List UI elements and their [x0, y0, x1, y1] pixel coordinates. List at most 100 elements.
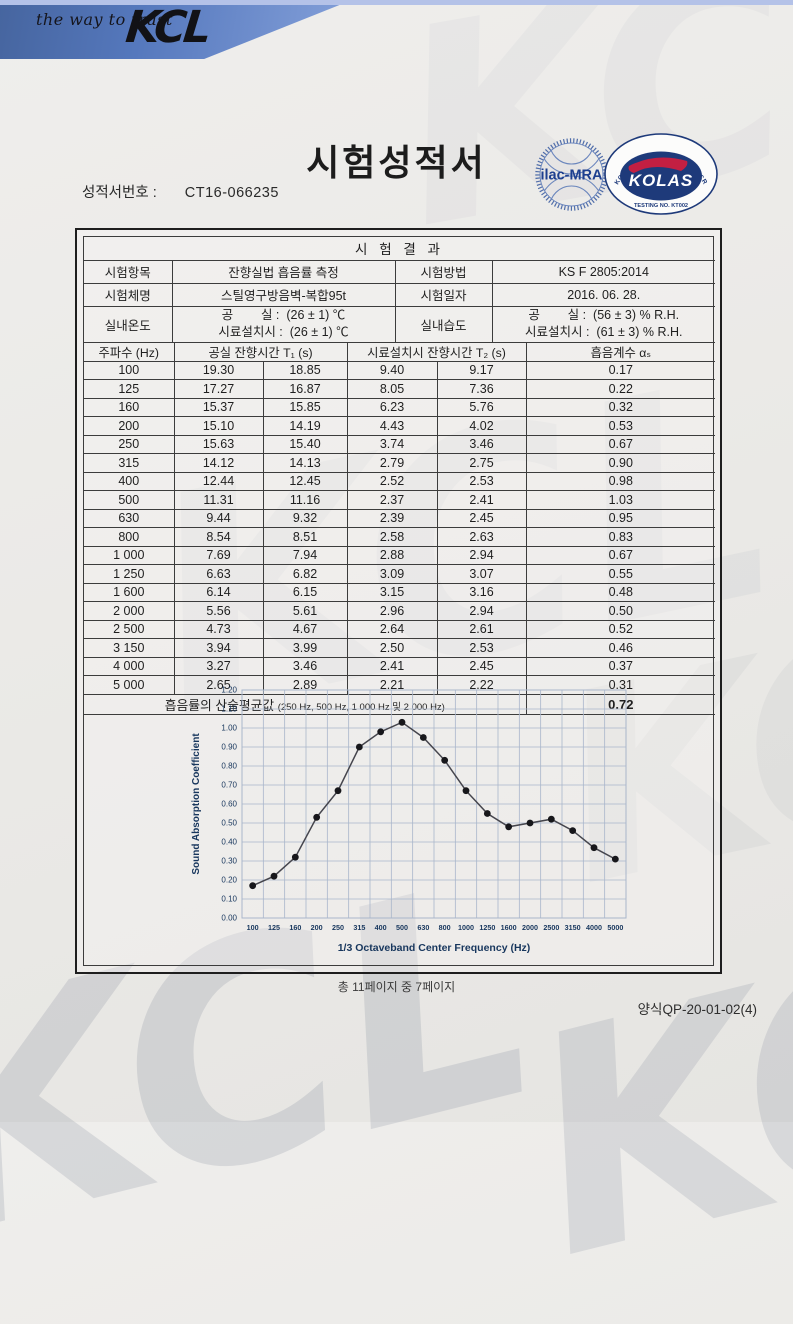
table-cell: 18.85 [262, 361, 348, 380]
table-cell: 2.94 [436, 545, 527, 565]
results-inner-frame: 시 험 결 과 시험항목 잔향실법 흡음률 측정 시험방법 KS F 2805:… [83, 236, 716, 966]
table-row: 2 500 4.73 4.67 2.64 2.61 0.52 [84, 619, 716, 639]
table-cell: 9.40 [346, 361, 438, 380]
test-item-label: 시험항목 [84, 259, 173, 284]
table-cell: 2 500 [84, 619, 175, 639]
table-cell: 500 [84, 490, 175, 510]
table-cell: 3.07 [436, 564, 527, 584]
table-cell: 2.63 [436, 527, 527, 547]
page-title: 시험성적서 [306, 142, 487, 183]
table-cell: 3.99 [262, 638, 348, 658]
svg-text:0.00: 0.00 [221, 914, 237, 923]
table-cell: 9.32 [262, 508, 348, 528]
table-cell: 200 [84, 416, 175, 436]
table-cell: 100 [84, 361, 175, 380]
table-cell: 15.40 [262, 434, 348, 454]
table-cell: 315 [84, 453, 175, 473]
test-info-table: 시 험 결 과 시험항목 잔향실법 흡음률 측정 시험방법 KS F 2805:… [84, 237, 715, 343]
table-cell: 3.09 [346, 564, 438, 584]
table-cell: 4.73 [173, 619, 264, 639]
table-row: 3 150 3.94 3.99 2.50 2.53 0.46 [84, 638, 716, 658]
col-alpha: 흡음계수 αₛ [525, 342, 716, 362]
table-cell: 0.46 [525, 638, 716, 658]
table-row: 1 000 7.69 7.94 2.88 2.94 0.67 [84, 545, 716, 565]
table-cell: 0.32 [525, 397, 716, 417]
table-cell: 17.27 [173, 379, 264, 399]
svg-text:400: 400 [375, 923, 387, 932]
room-temp-label: 실내온도 [84, 305, 173, 343]
table-cell: 2.88 [346, 545, 438, 565]
svg-text:0.20: 0.20 [221, 876, 237, 885]
specimen-value: 스틸영구방음벽-복합95t [171, 282, 396, 307]
table-cell: 2.50 [346, 638, 438, 658]
svg-text:1/3 Octaveband Center Frequenc: 1/3 Octaveband Center Frequency (Hz) [338, 942, 531, 954]
table-row: 800 8.54 8.51 2.58 2.63 0.83 [84, 527, 716, 547]
svg-text:315: 315 [353, 923, 365, 932]
table-cell: 5.56 [173, 601, 264, 621]
table-cell: 2.61 [436, 619, 527, 639]
svg-text:800: 800 [439, 923, 451, 932]
table-cell: 125 [84, 379, 175, 399]
table-cell: 16.87 [262, 379, 348, 399]
table-cell: 6.23 [346, 397, 438, 417]
room-temp-value: 공 실 : (26 ± 1) ℃ 시료설치시 : (26 ± 1) ℃ [171, 305, 396, 343]
table-cell: 800 [84, 527, 175, 547]
table-cell: 5.61 [262, 601, 348, 621]
table-cell: 2.75 [436, 453, 527, 473]
table-cell: 2.94 [436, 601, 527, 621]
table-cell: 0.50 [525, 601, 716, 621]
ilac-mra-stamp-icon: ilac-MRA [535, 138, 608, 211]
table-cell: 2.53 [436, 638, 527, 658]
kolas-stamp-icon: KOREA LABORATORY ACCREDITATION SCHEME KO… [601, 130, 718, 215]
results-outer-frame: 시 험 결 과 시험항목 잔향실법 흡음률 측정 시험방법 KS F 2805:… [75, 228, 722, 974]
table-cell: 0.95 [525, 508, 716, 528]
page-count-text: 총 11페이지 중 7페이지 [337, 980, 456, 994]
report-number-label: 성적서번호 : [82, 185, 157, 201]
table-cell: 6.14 [173, 582, 264, 602]
table-cell: 0.52 [525, 619, 716, 639]
svg-text:0.30: 0.30 [221, 857, 237, 866]
table-row: 400 12.44 12.45 2.52 2.53 0.98 [84, 471, 716, 491]
table-cell: 15.10 [173, 416, 264, 436]
table-cell: 15.63 [173, 434, 264, 454]
form-code-text: 양식QP-20-01-02(4) [637, 1002, 757, 1017]
table-row: 315 14.12 14.13 2.79 2.75 0.90 [84, 453, 716, 473]
svg-text:0.90: 0.90 [221, 743, 237, 752]
table-cell: 3.16 [436, 582, 527, 602]
table-row: 630 9.44 9.32 2.39 2.45 0.95 [84, 508, 716, 528]
table-cell: 9.17 [436, 361, 527, 380]
table-cell: 12.45 [262, 471, 348, 491]
table-cell: 7.94 [262, 545, 348, 565]
table-row: 1 250 6.63 6.82 3.09 3.07 0.55 [84, 564, 716, 584]
measurement-table: 주파수 (Hz) 공실 잔향시간 T₁ (s) 시료설치시 잔향시간 T₂ (s… [84, 342, 716, 715]
table-cell: 3.15 [346, 582, 438, 602]
svg-text:250: 250 [332, 923, 344, 932]
table-cell: 2 000 [84, 601, 175, 621]
table-cell: 630 [84, 508, 175, 528]
table-cell: 2.58 [346, 527, 438, 547]
table-cell: 4.67 [262, 619, 348, 639]
table-cell: 0.55 [525, 564, 716, 584]
room-humidity-label: 실내습도 [394, 305, 493, 343]
svg-text:2000: 2000 [522, 923, 538, 932]
table-row: 200 15.10 14.19 4.43 4.02 0.53 [84, 416, 716, 436]
table-cell: 2.45 [436, 656, 527, 676]
table-cell: 0.37 [525, 656, 716, 676]
table-cell: 0.90 [525, 453, 716, 473]
table-cell: 3.74 [346, 434, 438, 454]
section-title: 시 험 결 과 [84, 237, 715, 261]
table-cell: 4.02 [436, 416, 527, 436]
table-cell: 7.69 [173, 545, 264, 565]
table-cell: 2.41 [346, 656, 438, 676]
table-cell: 15.85 [262, 397, 348, 417]
table-cell: 2.45 [436, 508, 527, 528]
col-t2: 시료설치시 잔향시간 T₂ (s) [346, 342, 527, 362]
report-number: 성적서번호 : CT16-066235 [82, 181, 279, 202]
table-cell: 3 150 [84, 638, 175, 658]
svg-text:0.40: 0.40 [221, 838, 237, 847]
table-cell: 4.43 [346, 416, 438, 436]
table-cell: 2.41 [436, 490, 527, 510]
table-cell: 5.76 [436, 397, 527, 417]
table-cell: 0.22 [525, 379, 716, 399]
table-cell: 6.82 [262, 564, 348, 584]
